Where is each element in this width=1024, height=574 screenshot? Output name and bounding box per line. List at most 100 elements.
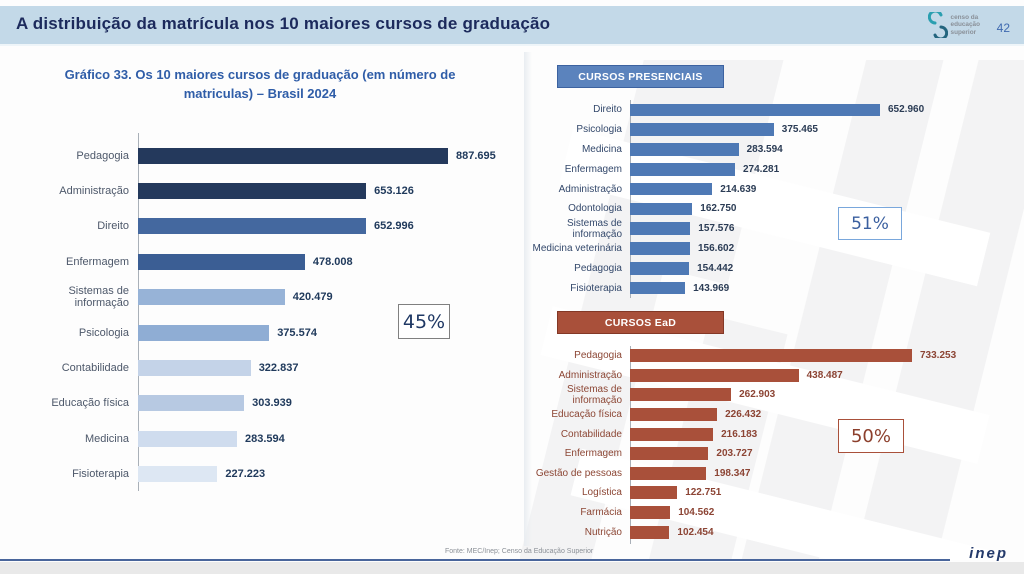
bar-track: 303.939 <box>138 395 517 412</box>
slide-header: A distribuição da matrícula nos 10 maior… <box>0 6 1024 46</box>
bar-value-label: 438.487 <box>806 369 843 381</box>
bar-track: 420.479 <box>138 289 517 306</box>
bar-row: Pedagogia 887.695 <box>12 138 517 173</box>
bar-track: 102.454 <box>630 525 1020 539</box>
bar-value-label: 198.347 <box>714 467 751 479</box>
bar-row: Enfermagem 274.281 <box>520 159 1020 179</box>
bar-track: 262.903 <box>630 388 1020 402</box>
bar-value-label: 652.960 <box>888 104 925 116</box>
bar-track: 652.960 <box>630 103 1020 117</box>
bar-category-label: Medicina veterinária <box>532 242 623 254</box>
bar-value-label: 143.969 <box>693 282 730 294</box>
bar-row: Odontologia 162.750 <box>520 199 1020 219</box>
bar-track: 214.639 <box>630 182 1020 196</box>
bar-row: Psicologia 375.465 <box>520 120 1020 140</box>
bar <box>138 183 367 200</box>
bar-value-label: 262.903 <box>739 389 776 401</box>
ead-chart-axis <box>630 346 631 544</box>
bar-row: Direito 652.960 <box>520 100 1020 120</box>
censo-logo-text: censo da educação superior <box>950 14 980 36</box>
bar-category-label: Sistemas de informação <box>566 217 622 240</box>
bar <box>630 427 714 441</box>
bar-row: Enfermagem 203.727 <box>520 444 1020 464</box>
bar-category-label: Psicologia <box>78 326 129 339</box>
bar <box>630 202 693 216</box>
presencial-chart-axis <box>630 100 631 298</box>
bar-value-label: 226.432 <box>725 409 762 421</box>
bar-value-label: 122.751 <box>685 487 722 499</box>
page-title: A distribuição da matrícula nos 10 maior… <box>16 14 551 33</box>
bar-category-label: Pedagogia <box>574 350 622 362</box>
footer-rule <box>0 559 950 561</box>
bar-category-label: Sistemas de informação <box>68 285 129 310</box>
presencial-section-header: CURSOS PRESENCIAIS <box>557 65 724 88</box>
bar-row: Gestão de pessoas 198.347 <box>520 464 1020 484</box>
bar <box>138 430 237 447</box>
bar-category-label: Contabilidade <box>61 362 129 375</box>
bar-row: Fisioterapia 143.969 <box>520 278 1020 298</box>
bar-value-label: 322.837 <box>258 362 299 375</box>
bar <box>630 123 774 136</box>
bar-category-label: Administração <box>558 369 622 381</box>
bar-value-label: 887.695 <box>456 149 496 162</box>
bar-value-label: 203.727 <box>716 448 753 460</box>
presencial-bar-chart: Direito 652.960 Psicologia 375.465 Medicina 2… <box>520 100 1020 298</box>
bar-row: Nutrição 102.454 <box>520 522 1020 542</box>
ead-percent-badge: 50% <box>838 419 904 453</box>
bar <box>630 466 707 480</box>
bar-row: Direito 652.996 <box>12 209 517 244</box>
ead-section-header: CURSOS EaD <box>557 311 724 334</box>
bar-track: 322.837 <box>138 360 517 377</box>
bar-category-label: Direito <box>97 220 129 233</box>
bar-track: 216.183 <box>630 427 1020 441</box>
left-bar-chart: Pedagogia 887.695 Administração 653.126 Dire… <box>12 138 517 492</box>
bar-track: 226.432 <box>630 408 1020 422</box>
bar-category-label: Direito <box>593 104 622 116</box>
bar <box>138 395 245 412</box>
bar-value-label: 375.574 <box>277 326 317 339</box>
bar-category-label: Logística <box>581 487 622 499</box>
bar-category-label: Farmácia <box>580 507 622 519</box>
bar <box>630 281 686 295</box>
bar-row: Medicina veterinária 156.602 <box>520 239 1020 259</box>
bar-row: Administração 214.639 <box>520 179 1020 199</box>
bar-category-label: Enfermagem <box>66 255 129 268</box>
bar-track: 283.594 <box>138 430 517 447</box>
bar-row: Psicologia 375.574 <box>12 315 517 350</box>
bar-track: 198.347 <box>630 466 1020 480</box>
presencial-percent-badge: 51% <box>838 207 902 240</box>
bar-track: 478.008 <box>138 253 517 270</box>
bar-value-label: 227.223 <box>225 468 266 481</box>
bar-track: 156.602 <box>630 242 1020 255</box>
bar-track: 157.576 <box>630 222 1020 235</box>
bar-track: 227.223 <box>138 466 517 483</box>
bar-track: 143.969 <box>630 281 1020 295</box>
bar-value-label: 104.562 <box>678 507 715 519</box>
bar-track: 653.126 <box>138 183 517 200</box>
bar-category-label: Educação física <box>551 409 622 421</box>
bar <box>630 143 739 156</box>
bar-category-label: Odontologia <box>568 203 622 215</box>
bar-category-label: Psicologia <box>576 124 622 136</box>
bar <box>138 218 366 235</box>
bar-row: Logística 122.751 <box>520 483 1020 503</box>
bar <box>138 289 285 306</box>
bar-track: 162.750 <box>630 202 1020 216</box>
bar-row: Fisioterapia 227.223 <box>12 457 517 492</box>
bar-category-label: Contabilidade <box>560 428 622 440</box>
bar-category-label: Fisioterapia <box>72 468 129 481</box>
left-chart-title: Gráfico 33. Os 10 maiores cursos de grad… <box>64 67 456 101</box>
panel-divider <box>524 52 532 546</box>
bottom-strip <box>0 562 1024 574</box>
bar-track: 104.562 <box>630 506 1020 520</box>
bar-category-label: Administração <box>59 185 129 198</box>
bar-track: 438.487 <box>630 368 1020 382</box>
inep-logo: inep <box>969 545 1008 562</box>
left-chart-axis <box>138 133 139 491</box>
bar-track: 274.281 <box>630 163 1020 176</box>
bar-value-label: 375.465 <box>781 124 818 136</box>
bar-row: Sistemas de informação 262.903 <box>520 384 1020 406</box>
bar-value-label: 102.454 <box>677 526 714 538</box>
censo-brand: censo da educação superior <box>927 12 980 38</box>
